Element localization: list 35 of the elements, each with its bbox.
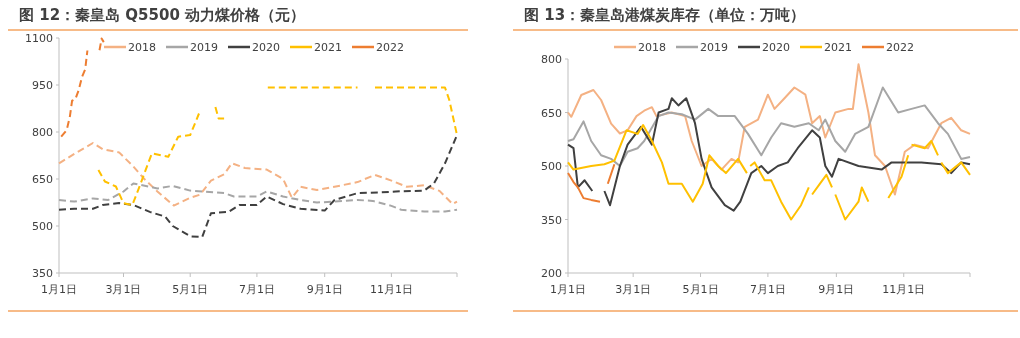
x-tick-label: 1月1日 xyxy=(550,283,586,296)
legend-label: 2022 xyxy=(886,41,914,54)
chart-title: 图 13：秦皇岛港煤炭库存（单位：万吨） xyxy=(524,6,806,24)
y-tick-label: 800 xyxy=(541,53,562,66)
x-tick-label: 5月1日 xyxy=(682,283,719,296)
y-tick-label: 350 xyxy=(541,213,562,227)
x-tick-label: 9月1日 xyxy=(818,283,855,296)
legend-label: 2018 xyxy=(638,41,666,54)
legend-label: 2019 xyxy=(190,41,218,54)
y-tick-label: 1100 xyxy=(25,32,53,45)
x-tick-label: 7月1日 xyxy=(238,283,275,296)
chart-title: 图 12：秦皇岛 Q5500 动力煤价格（元） xyxy=(19,6,306,24)
legend-label: 2021 xyxy=(824,41,852,54)
y-tick-label: 650 xyxy=(541,106,562,120)
x-tick-label: 3月1日 xyxy=(105,283,142,296)
y-tick-label: 350 xyxy=(32,267,53,280)
legend-label: 2019 xyxy=(700,41,728,54)
x-tick-label: 5月1日 xyxy=(172,283,209,296)
y-tick-label: 200 xyxy=(541,267,562,280)
x-tick-label: 3月1日 xyxy=(615,283,652,296)
x-tick-label: 9月1日 xyxy=(306,283,343,296)
legend-label: 2020 xyxy=(762,41,790,54)
x-tick-label: 11月1日 xyxy=(882,283,926,296)
legend-label: 2020 xyxy=(252,41,280,54)
x-tick-label: 11月1日 xyxy=(369,283,413,296)
x-tick-label: 1月1日 xyxy=(41,283,77,296)
y-tick-label: 950 xyxy=(32,79,53,92)
x-tick-label: 7月1日 xyxy=(749,283,786,296)
y-tick-label: 500 xyxy=(541,160,562,173)
y-tick-label: 500 xyxy=(32,220,53,233)
y-tick-label: 650 xyxy=(32,173,53,186)
legend-label: 2022 xyxy=(376,41,404,54)
y-tick-label: 800 xyxy=(32,126,53,139)
legend-label: 2021 xyxy=(314,41,342,54)
legend-label: 2018 xyxy=(128,41,156,54)
